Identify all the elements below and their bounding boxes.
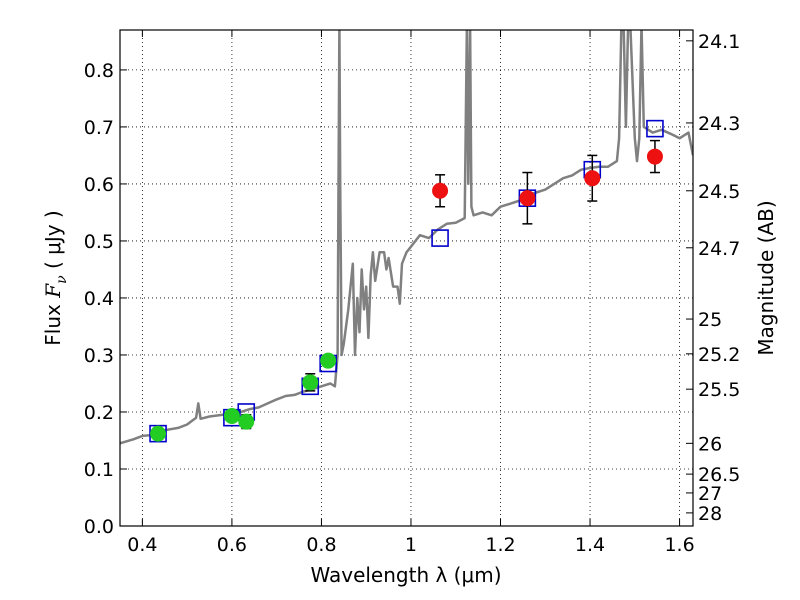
y-tick-label: 0.6 [84,174,114,196]
observed-flux-point [646,148,663,165]
observed-flux-point [238,413,255,430]
axis-ticks: 0.4 0.6 0.8 1 1.2 1.4 1.6 0.0 0.1 0.2 0.3 0.4 0.5 0.6… [84,30,740,556]
y-tick-label: 0.5 [84,231,114,253]
x-tick-label: 1.4 [575,534,605,556]
y-axis-label-prefix: Flux [41,298,65,346]
y2-tick-label: 24.3 [698,113,740,135]
y2-tick-label: 27 [698,483,722,505]
y2-tick-label: 24.1 [698,31,740,53]
y-tick-label: 0.2 [84,402,114,424]
y-tick-label: 0.4 [84,288,114,310]
y2-axis-label: Magnitude (AB) [754,200,778,355]
x-tick-label: 1.2 [485,534,515,556]
observed-flux-point [584,170,601,187]
x-tick-label: 1.6 [664,534,694,556]
y2-tick-label: 26.5 [698,464,740,486]
y2-tick-label: 24.7 [698,238,740,260]
plot-content [120,30,693,445]
x-tick-label: 0.8 [306,534,336,556]
x-axis-label: Wavelength λ (μm) [310,563,501,587]
model-flux-square [646,119,664,138]
y-tick-label: 0.3 [84,345,114,367]
spectrum-line [120,30,693,445]
x-tick-label: 0.6 [217,534,247,556]
y2-tick-label: 25.2 [698,344,740,366]
observed-flux-point [320,352,337,369]
y-tick-label: 0.1 [84,459,114,481]
grid-lines [120,30,693,527]
observed-flux-point [150,425,167,442]
y-axis-label-sub: ν [54,275,70,284]
y-axis-label: Flux Fν ( μJy ) [41,210,70,345]
observed-flux-point [302,374,319,391]
model-flux-square [431,229,449,247]
y2-tick-label: 25 [698,309,722,331]
y-axis-label-var: F [41,283,65,299]
y2-tick-label: 25.5 [698,379,740,401]
observed-flux-point [519,190,536,207]
plot-area [120,30,693,526]
y-tick-label: 0.8 [84,60,114,82]
observed-flux-point [223,407,240,424]
y2-tick-label: 28 [698,503,722,525]
y2-tick-label: 24.5 [698,181,740,203]
y-axis-label-suffix: ( μJy ) [41,210,65,275]
x-tick-label: 0.4 [127,534,157,556]
y2-tick-label: 26 [698,433,722,455]
x-tick-label: 1 [405,534,417,556]
y-tick-label: 0.7 [84,117,114,139]
y-tick-label: 0.0 [84,516,114,538]
observed-flux-point [432,182,449,199]
plot-frame [119,29,694,527]
